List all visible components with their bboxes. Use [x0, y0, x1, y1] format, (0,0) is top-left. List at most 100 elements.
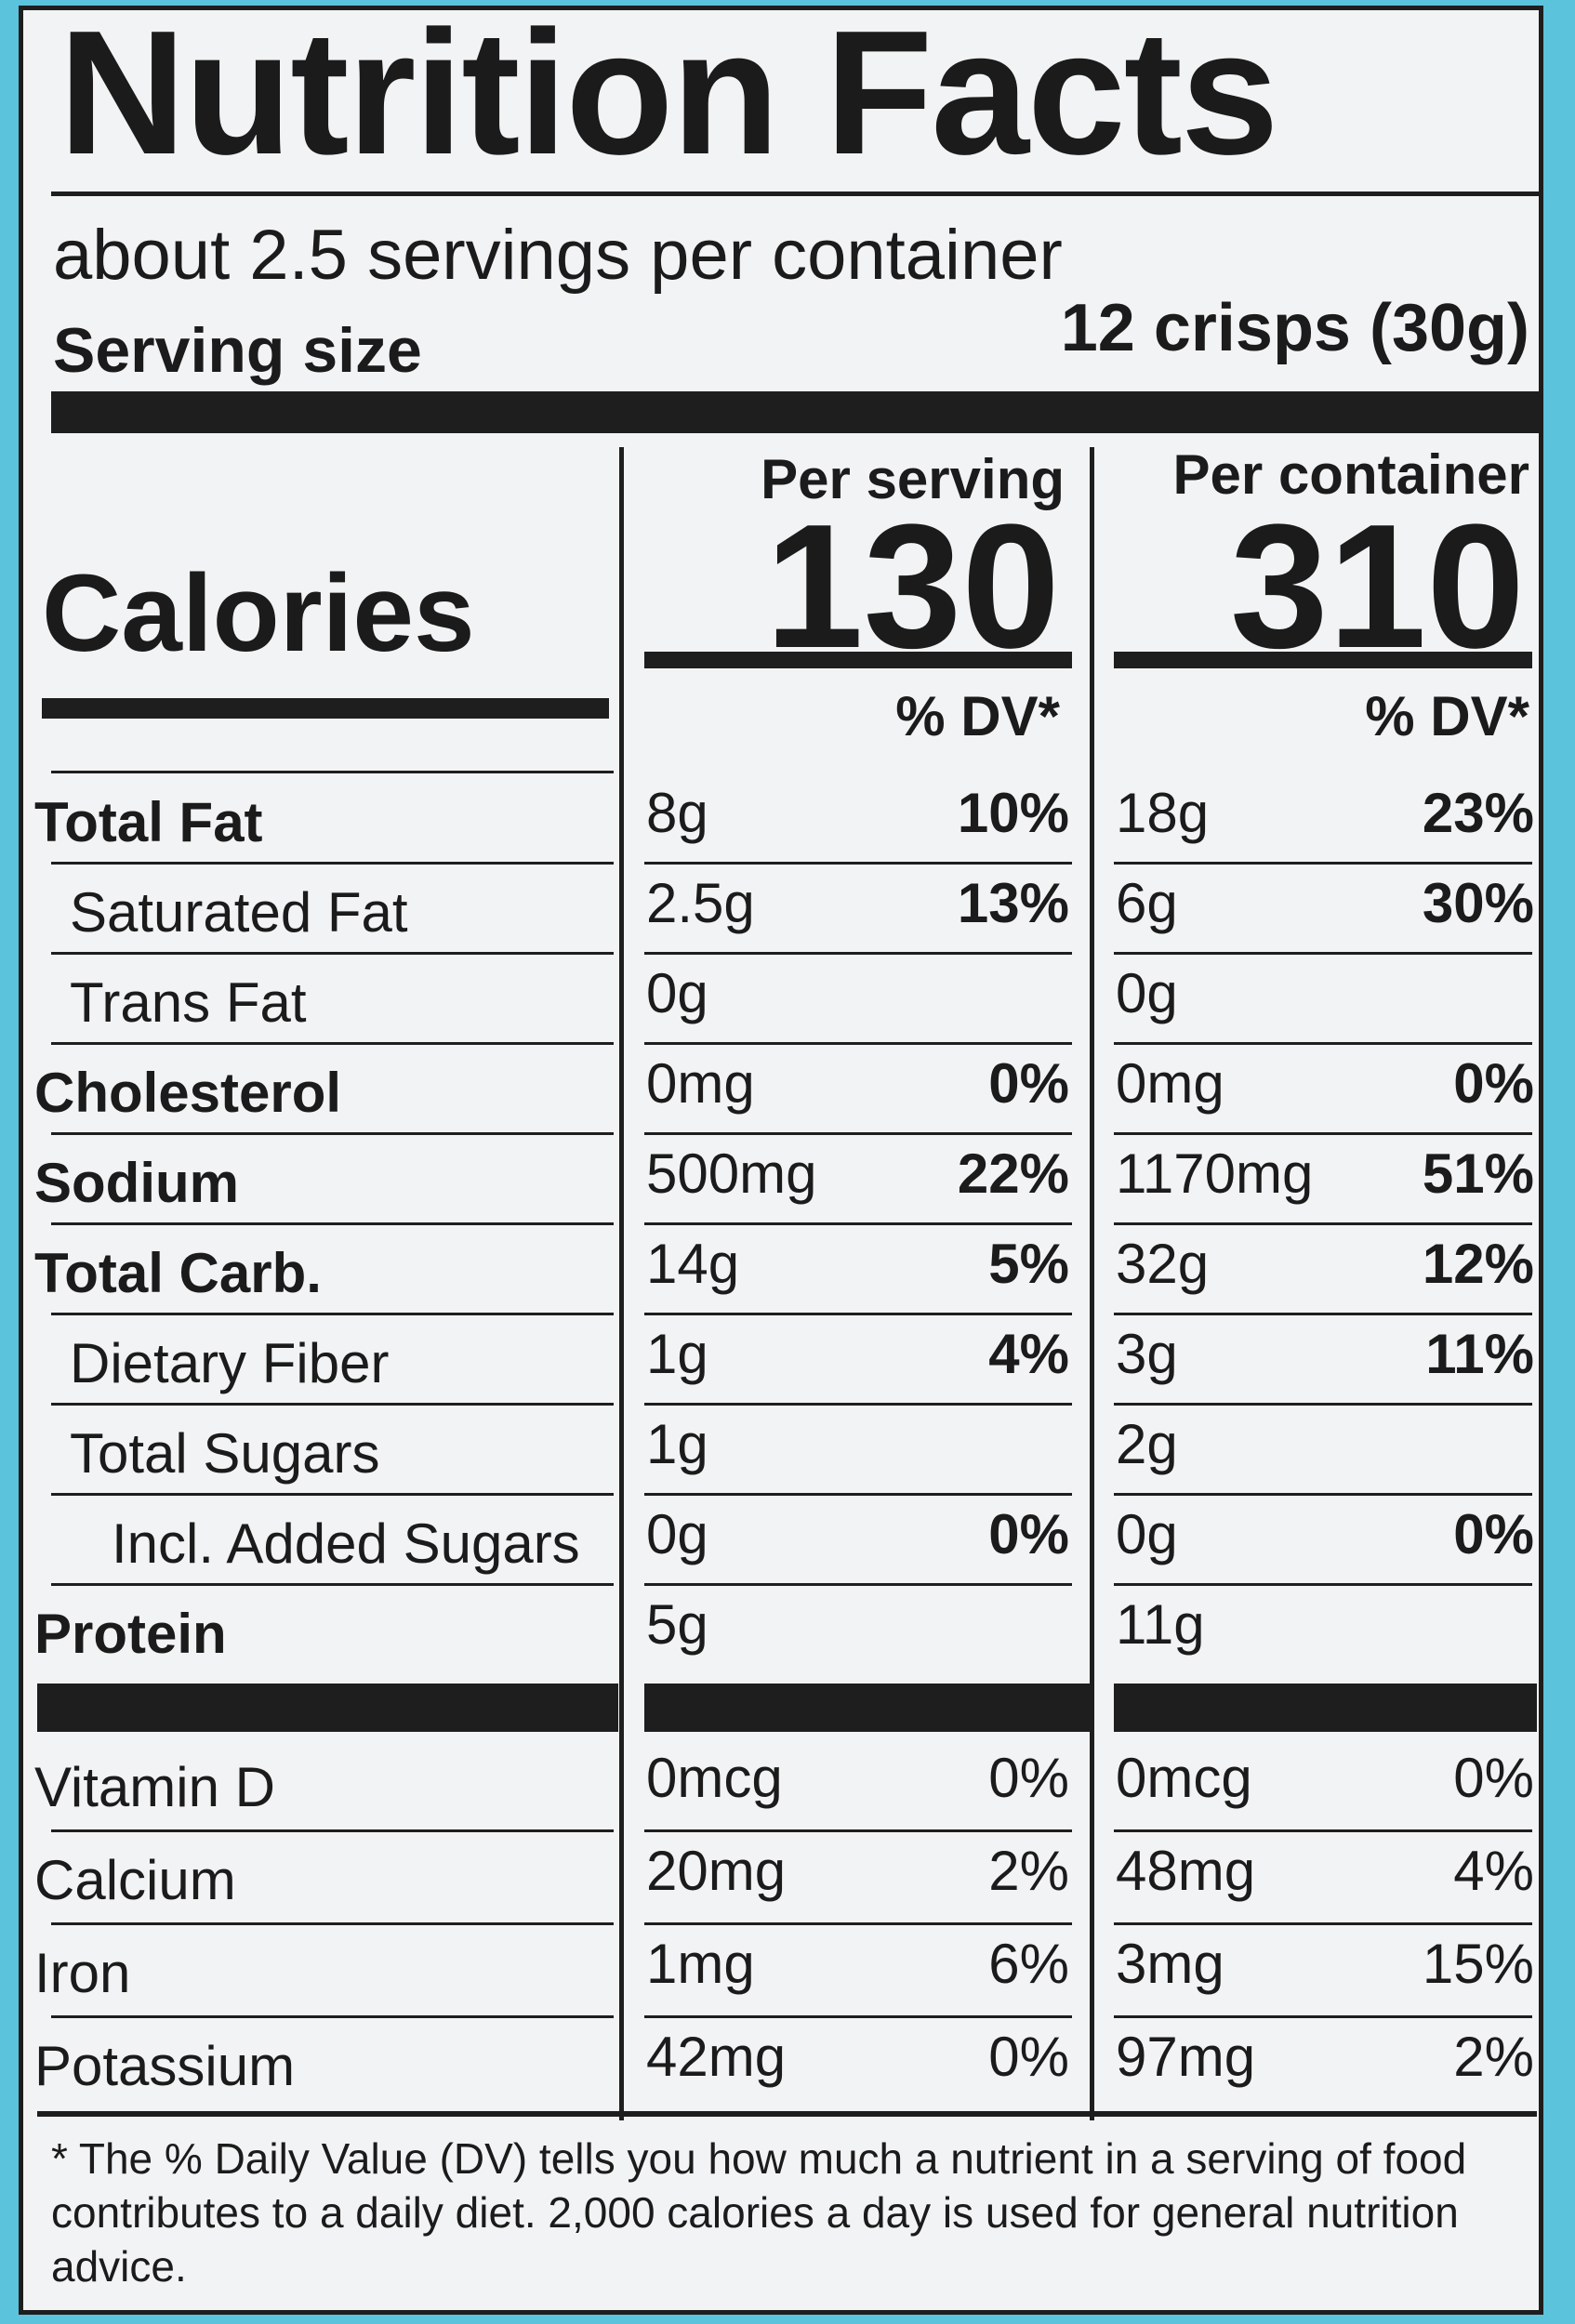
dv-divider-left	[51, 771, 614, 773]
serving-amount: 1g	[646, 1413, 708, 1475]
vitamin-row-name: Iron	[34, 1942, 131, 2004]
row-divider	[1114, 1583, 1532, 1586]
row-divider	[644, 952, 1072, 955]
per-serving-header: Per serving	[761, 448, 1065, 510]
row-divider	[644, 1313, 1072, 1315]
container-dv: 0%	[1453, 1747, 1534, 1809]
container-dv: 2%	[1453, 2026, 1534, 2088]
row-divider	[1114, 2015, 1532, 2018]
nutrient-row-name: Incl. Added Sugars	[112, 1512, 580, 1575]
nutrient-row-name: Cholesterol	[34, 1062, 342, 1124]
container-amount: 1170mg	[1116, 1142, 1314, 1205]
row-divider	[644, 1403, 1072, 1406]
calories-per-container: 310	[1229, 488, 1525, 685]
row-divider	[1114, 1042, 1532, 1045]
row-divider	[51, 1922, 614, 1925]
container-amount: 32g	[1116, 1233, 1210, 1295]
container-dv: 11%	[1425, 1323, 1534, 1385]
nutrient-row-name: Saturated Fat	[70, 881, 408, 944]
row-divider	[644, 1829, 1072, 1832]
container-dv: 0%	[1453, 1052, 1534, 1115]
serving-dv: 0%	[988, 1747, 1069, 1809]
container-amount: 11g	[1116, 1593, 1205, 1656]
per-container-header: Per container	[1172, 443, 1529, 506]
row-divider	[51, 2015, 614, 2018]
row-divider	[51, 1132, 614, 1135]
container-dv: 30%	[1422, 872, 1534, 934]
calories-underline	[42, 698, 609, 719]
servings-per-container: about 2.5 servings per container	[53, 216, 1063, 295]
container-dv: 51%	[1422, 1142, 1534, 1205]
thick-divider-serving	[644, 1684, 1091, 1732]
serving-dv: 5%	[988, 1233, 1069, 1295]
container-amount: 18g	[1116, 782, 1210, 844]
thick-divider-top	[51, 391, 1539, 433]
container-dv-header: % DV*	[1365, 685, 1529, 747]
vitamin-row-name: Vitamin D	[34, 1756, 275, 1818]
nutrient-row-name: Dietary Fiber	[70, 1332, 390, 1394]
container-amount: 0g	[1116, 962, 1178, 1024]
row-divider	[51, 1493, 614, 1496]
serving-dv: 4%	[988, 1323, 1069, 1385]
serving-amount: 2.5g	[646, 872, 755, 934]
serving-amount: 0mcg	[646, 1747, 783, 1809]
container-dv: 23%	[1422, 782, 1534, 844]
serving-amount: 42mg	[646, 2026, 787, 2088]
serving-calories-bar	[644, 652, 1072, 668]
row-divider	[644, 1922, 1072, 1925]
container-amount: 0g	[1116, 1503, 1178, 1565]
serving-size-value: 12 crisps (30g)	[1060, 291, 1529, 365]
serving-amount: 14g	[646, 1233, 740, 1295]
nutrition-facts-label: Nutrition Facts about 2.5 servings per c…	[19, 6, 1543, 2315]
row-divider	[1114, 1829, 1532, 1832]
row-divider	[51, 952, 614, 955]
row-divider	[51, 1583, 614, 1586]
row-divider	[644, 2015, 1072, 2018]
row-divider	[1114, 1313, 1532, 1315]
row-divider	[51, 1403, 614, 1406]
nutrient-row-name: Sodium	[34, 1152, 239, 1214]
row-divider	[1114, 952, 1532, 955]
container-amount: 0mg	[1116, 1052, 1224, 1115]
serving-dv: 0%	[988, 2026, 1069, 2088]
column-divider-left	[619, 447, 624, 2120]
row-divider	[644, 1132, 1072, 1135]
row-divider	[644, 1042, 1072, 1045]
serving-dv-header: % DV*	[895, 685, 1060, 747]
footnote-divider	[37, 2111, 1537, 2117]
serving-amount: 1mg	[646, 1933, 755, 1995]
dv-footnote: * The % Daily Value (DV) tells you how m…	[51, 2134, 1467, 2291]
container-amount: 3g	[1116, 1323, 1178, 1385]
nutrient-row-name: Protein	[34, 1603, 227, 1665]
row-divider	[1114, 1132, 1532, 1135]
serving-dv: 2%	[988, 1840, 1069, 1902]
container-dv: 0%	[1453, 1503, 1534, 1565]
serving-amount: 0g	[646, 962, 708, 1024]
container-dv: 4%	[1453, 1840, 1534, 1902]
container-calories-bar	[1114, 652, 1532, 668]
row-divider	[644, 862, 1072, 865]
serving-amount: 1g	[646, 1323, 708, 1385]
serving-dv: 6%	[988, 1933, 1069, 1995]
row-divider	[644, 1583, 1072, 1586]
container-amount: 2g	[1116, 1413, 1178, 1475]
container-amount: 6g	[1116, 872, 1178, 934]
serving-amount: 0mg	[646, 1052, 755, 1115]
row-divider	[1114, 862, 1532, 865]
row-divider	[51, 1042, 614, 1045]
container-amount: 0mcg	[1116, 1747, 1252, 1809]
serving-amount: 0g	[646, 1503, 708, 1565]
serving-dv: 0%	[988, 1503, 1069, 1565]
serving-amount: 500mg	[646, 1142, 817, 1205]
vitamin-row-name: Calcium	[34, 1849, 236, 1911]
thick-divider-container	[1114, 1684, 1537, 1732]
row-divider	[644, 1222, 1072, 1225]
serving-dv: 0%	[988, 1052, 1069, 1115]
thick-divider-names	[37, 1684, 618, 1732]
nutrient-row-name: Total Sugars	[70, 1422, 380, 1485]
container-amount: 48mg	[1116, 1840, 1256, 1902]
label-title: Nutrition Facts	[59, 6, 1279, 191]
title-divider	[51, 191, 1539, 196]
serving-dv: 22%	[957, 1142, 1069, 1205]
row-divider	[51, 1222, 614, 1225]
